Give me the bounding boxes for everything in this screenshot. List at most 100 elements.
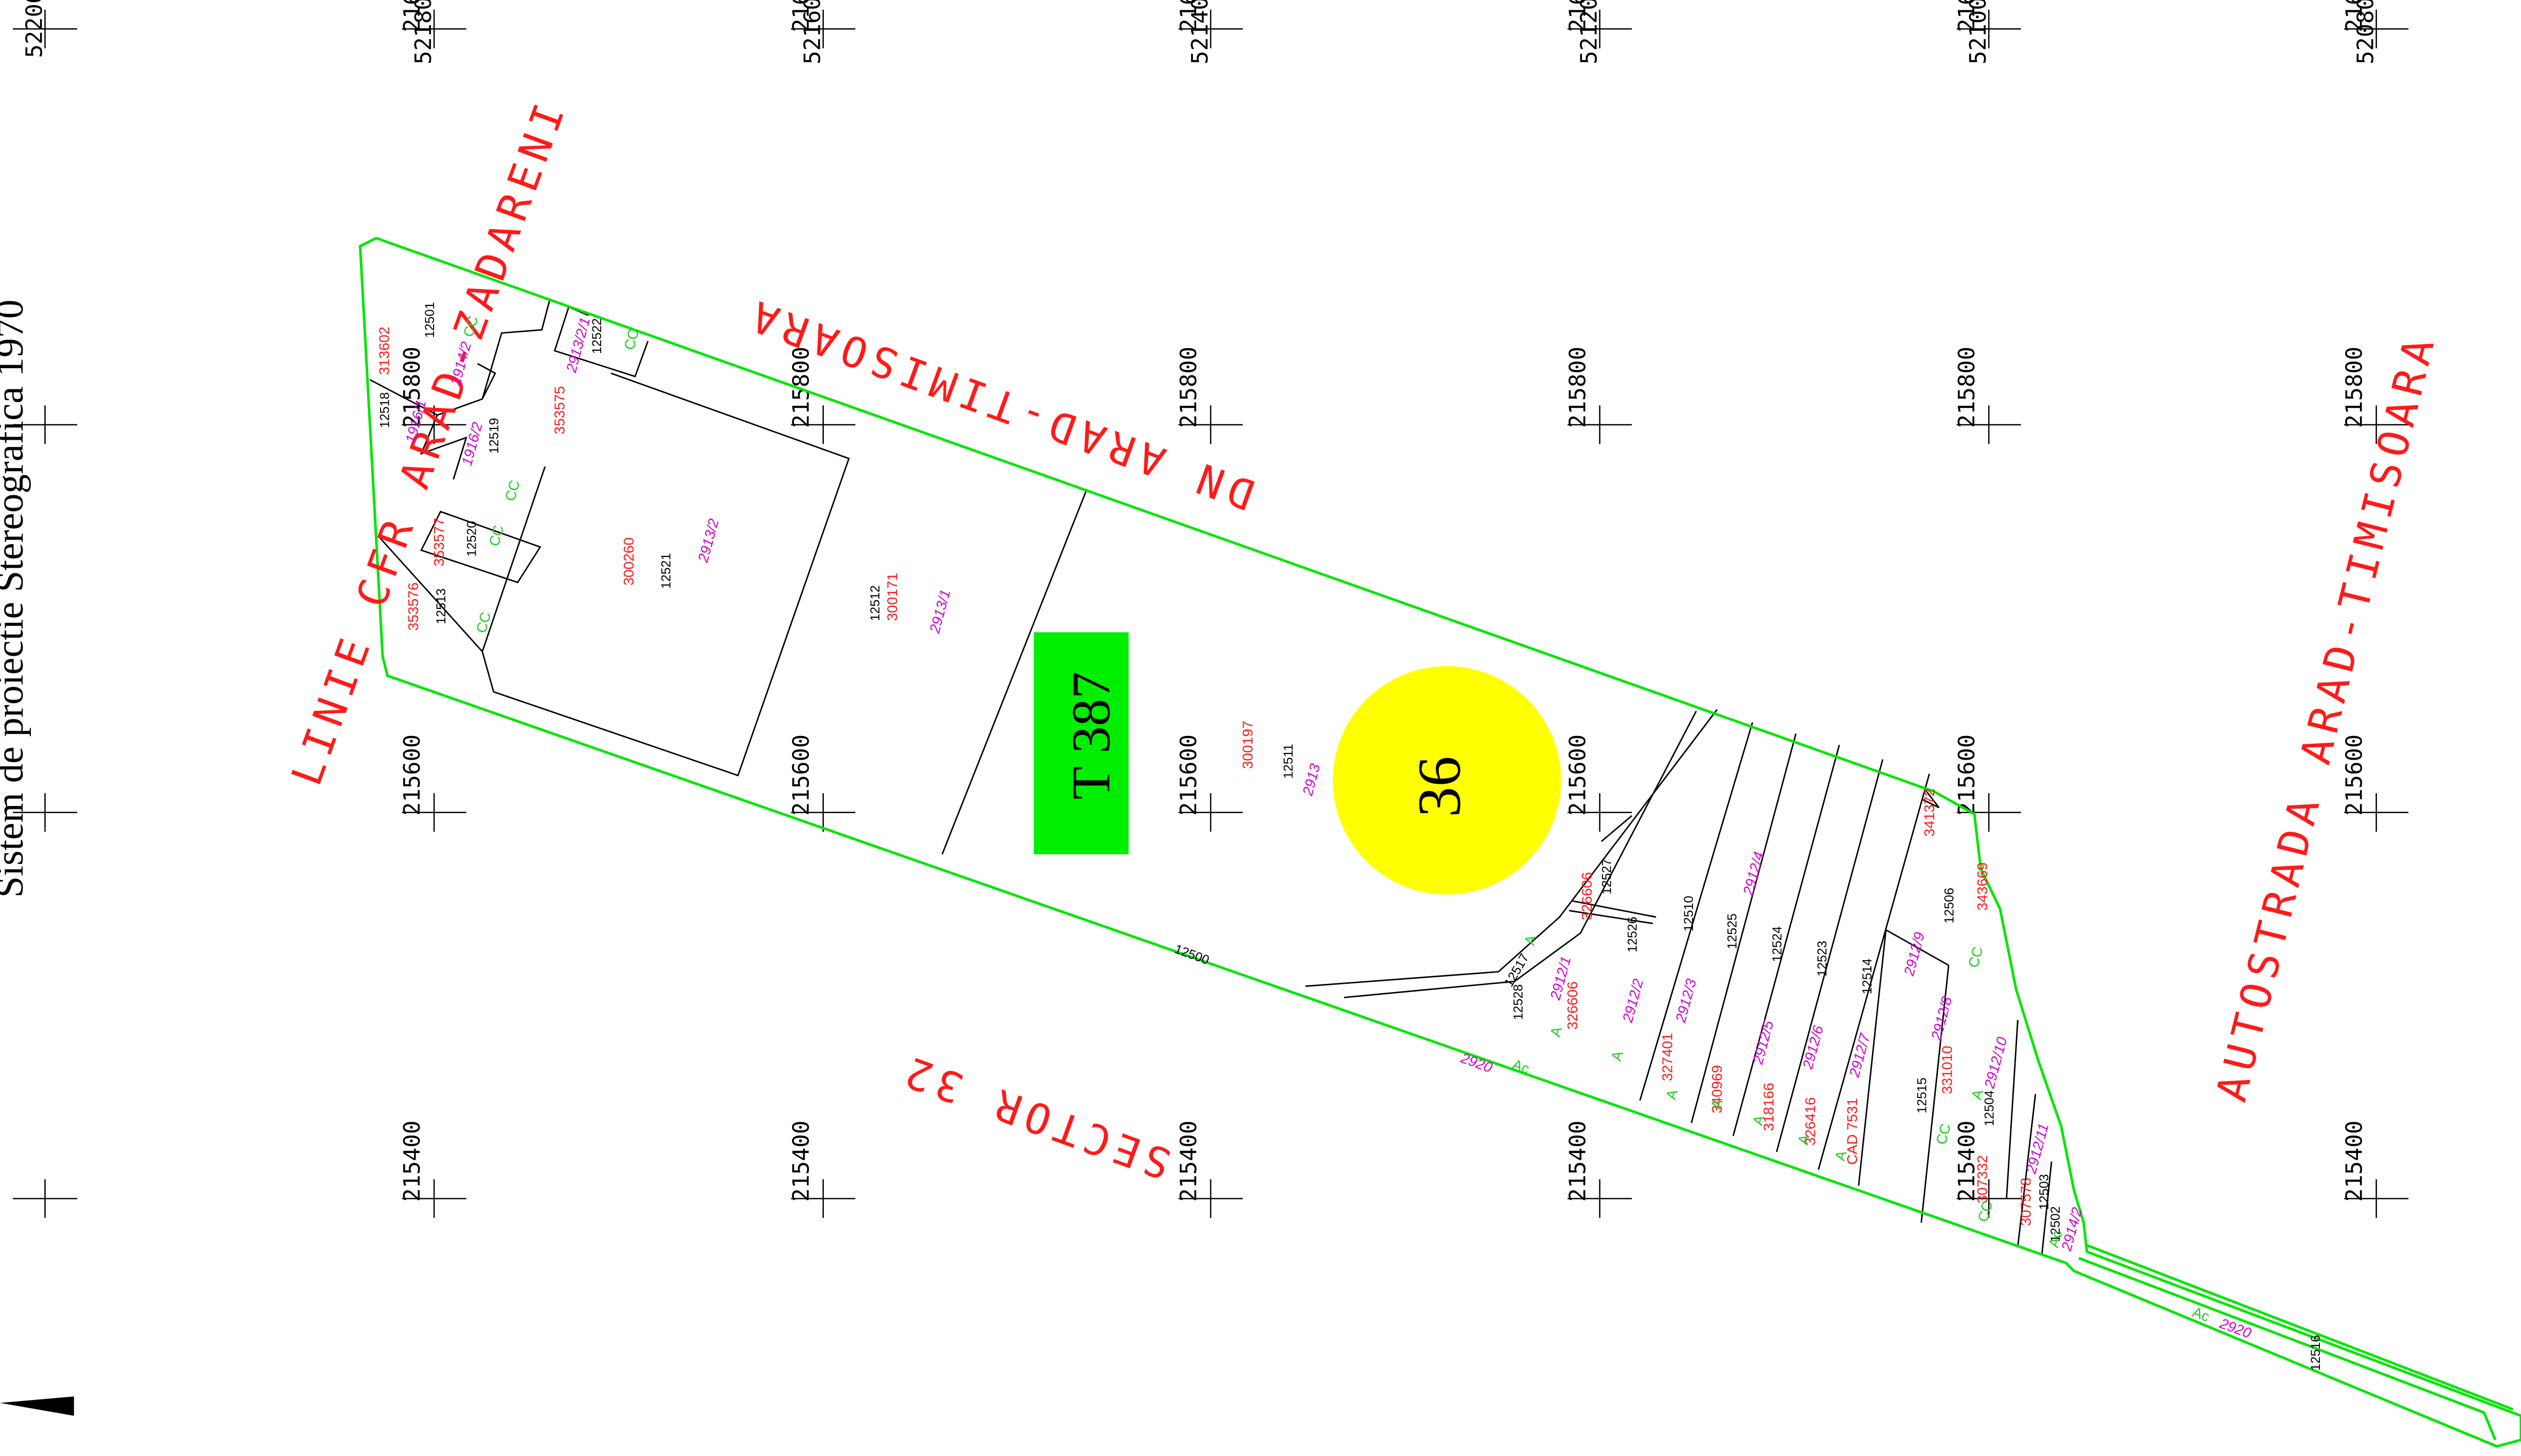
plot-number: 12526 [1626, 916, 1640, 952]
cadastral-number: 326606 [1579, 872, 1595, 920]
grid-labels: 522000 521800 521600 521400 521200 52100… [21, 0, 2379, 1202]
cadastral-number: 313602 [376, 327, 392, 375]
grid-y-label: 215600 [2342, 734, 2368, 816]
grid-y-label: 216000 [1176, 0, 1202, 32]
grid-crosses [13, 9, 2409, 1218]
grid-y-label: 215800 [1176, 347, 1202, 428]
plot-number: 12518 [378, 392, 392, 428]
plot-number: 12502 [2048, 1206, 2063, 1242]
use-code: A [1968, 1088, 1986, 1101]
use-code: CC [1965, 945, 1986, 969]
plot-number: 12506 [1942, 888, 1956, 924]
lot-number: 36 [1406, 756, 1473, 817]
topo-number: 2912/6 [1799, 1023, 1827, 1071]
plot-number: 12525 [1725, 913, 1739, 949]
use-code: CC [486, 524, 507, 548]
cadastral-numbers: 313602 353575 353577 353576 300260 30017… [376, 327, 2034, 1226]
plot-number: 12528 [1511, 984, 1526, 1020]
plot-number: 12522 [590, 318, 604, 354]
plot-number: 12516 [2309, 1335, 2323, 1371]
cadastral-number: 307578 [2018, 1178, 2033, 1226]
plot-number: 12500 [1173, 942, 1211, 967]
topo-number: 2913/2 [695, 517, 722, 564]
topo-number: 2913/1 [926, 588, 953, 635]
plot-number: 12504 [1983, 1090, 1997, 1126]
use-code: A [1547, 1025, 1565, 1038]
cadastral-number: 326416 [1803, 1097, 1818, 1145]
grid-y-label: 215600 [1954, 734, 1980, 816]
grid-y-label: 216000 [399, 0, 425, 32]
grid-y-label: 216000 [1565, 0, 1591, 32]
plot-number: 12512 [868, 585, 883, 621]
grid-y-label: 215600 [788, 734, 815, 816]
grid-y-label: 215800 [399, 347, 425, 428]
plot-number: 12519 [487, 418, 501, 454]
plot-number: 12503 [2037, 1174, 2051, 1210]
grid-y-label: 215400 [1954, 1121, 1980, 1202]
grid-x-label: 521200 [1576, 0, 1602, 64]
grid-y-label: 216000 [788, 0, 815, 32]
grid-x-label: 521600 [799, 0, 825, 64]
cadastral-number: 307332 [1974, 1155, 1990, 1203]
grid-y-label: 215800 [2342, 347, 2368, 428]
plot-number: 12514 [1860, 959, 1875, 995]
use-code: A [1663, 1088, 1681, 1101]
cadastral-number: 343669 [1974, 862, 1990, 911]
topo-number: 2912/4 [1740, 850, 1767, 897]
cadastral-number: 331010 [1939, 1046, 1955, 1094]
cadastral-number: 300197 [1239, 721, 1255, 769]
parcel-lines [369, 298, 2052, 1255]
plot-number: 12524 [1770, 926, 1785, 962]
topo-number: 2912/10 [1981, 1035, 2010, 1091]
use-codes: CC CC CC CC CC CC A A A A A A A A CC CC … [460, 314, 2212, 1325]
grid-y-label: 215600 [399, 734, 425, 816]
grid-y-label: 215400 [2342, 1121, 2368, 1202]
plot-number: 12517 [1502, 951, 1532, 989]
use-code: CC [502, 478, 523, 502]
grid-y-label: 215400 [788, 1121, 815, 1202]
projection-title: Sistem de proiectie Stereografica 1970 [0, 299, 31, 897]
cadastral-number: 353575 [551, 386, 567, 435]
grid-y-label: 215800 [1565, 347, 1591, 428]
grid-y-label: 216000 [1954, 0, 1980, 32]
plot-number: 12527 [1600, 859, 1614, 895]
plot-number: 12511 [1282, 744, 1296, 779]
topo-number: 1916/2 [459, 420, 485, 467]
north-arrow-icon [0, 1396, 74, 1416]
grid-y-label: 215400 [1565, 1121, 1591, 1202]
grid-x-label: 521400 [1187, 0, 1213, 64]
cadastral-number: 300260 [621, 537, 637, 586]
grid-x-label: 521000 [1965, 0, 1991, 64]
grid-y-label: 216000 [2342, 0, 2368, 32]
grid-x-label: 520800 [2352, 0, 2379, 64]
topo-number: 2912/9 [1901, 930, 1928, 978]
cadastral-number: 353577 [431, 518, 447, 566]
topo-number: 2913/2/1 [563, 315, 593, 374]
plot-number: 12515 [1915, 1077, 1929, 1113]
plot-number: 12513 [434, 588, 448, 624]
cadastral-number: CAD 7531 [1844, 1098, 1860, 1165]
property-boundary [358, 237, 2521, 1448]
plot-number: 12523 [1815, 941, 1829, 977]
plot-number: 12521 [659, 553, 674, 589]
parcel-label: T 387 [1034, 632, 1129, 855]
cadastral-number: 326606 [1564, 981, 1580, 1030]
grid-y-label: 215400 [399, 1121, 425, 1202]
topo-number: 2913 [1300, 762, 1323, 798]
cadastral-number: 340969 [1709, 1065, 1725, 1113]
sector-label: SECTOR 32 [893, 1045, 1177, 1188]
topo-number: 2912/11 [2023, 1122, 2051, 1176]
cadastral-number: 318166 [1760, 1083, 1776, 1131]
topo-number: 2912/3 [1672, 977, 1700, 1024]
grid-y-label: 215600 [1176, 734, 1202, 816]
parcel-id: T 387 [1060, 672, 1121, 800]
lot-marker: 36 [1332, 666, 1561, 895]
plot-number: 12510 [1682, 896, 1696, 932]
topo-number: 2912/8 [1928, 995, 1955, 1042]
use-code: CC [621, 327, 642, 351]
use-code: A [1608, 1049, 1626, 1063]
grid-x-label: 521800 [410, 0, 437, 64]
plot-number: 12520 [464, 521, 479, 557]
motorway-label: AUTOSTRADA ARAD-TIMISOARA [2208, 328, 2446, 1106]
